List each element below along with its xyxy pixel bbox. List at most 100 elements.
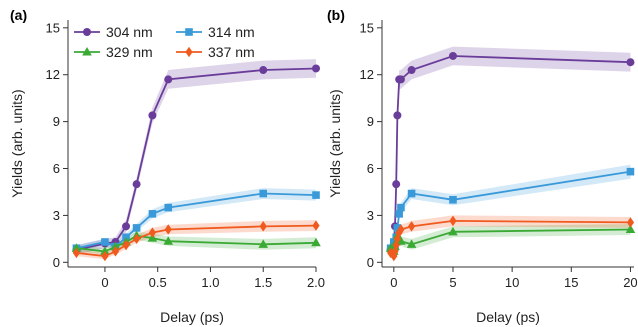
data-point-329-nm bbox=[71, 243, 82, 252]
y-tick-label: 9 bbox=[367, 114, 374, 129]
data-point-337-nm bbox=[132, 233, 141, 245]
data-point-337-nm bbox=[164, 224, 172, 235]
data-point-314-nm bbox=[312, 191, 320, 199]
data-point-337-nm bbox=[72, 247, 81, 259]
data-point-337-nm bbox=[397, 224, 405, 235]
data-point-304-nm bbox=[312, 64, 320, 73]
data-point-337-nm bbox=[122, 239, 130, 251]
y-tick-label: 3 bbox=[53, 208, 60, 223]
panel-b: 0 3 6 9 12 15 0 5 10 15 20 Delay (ps) Yields (arb. u… bbox=[327, 7, 638, 325]
data-point-304-nm bbox=[392, 180, 401, 189]
data-point-337-nm bbox=[259, 221, 267, 232]
x-tick-label: 20 bbox=[623, 275, 637, 290]
series-band-337-nm bbox=[76, 220, 317, 260]
data-point-304-nm bbox=[259, 66, 268, 75]
data-point-314-nm bbox=[393, 224, 402, 232]
y-tick-label: 6 bbox=[53, 161, 60, 176]
legend-marker bbox=[185, 46, 193, 58]
data-point-304-nm bbox=[132, 180, 141, 189]
series-band-337-nm bbox=[390, 215, 631, 260]
legend-marker bbox=[185, 28, 193, 36]
data-point-314-nm bbox=[626, 167, 635, 176]
x-tick-label: 0.5 bbox=[149, 275, 167, 290]
data-point-314-nm bbox=[395, 210, 403, 218]
x-tick-label: 10 bbox=[505, 275, 519, 290]
data-point-337-nm bbox=[449, 215, 457, 227]
data-point-304-nm bbox=[164, 75, 173, 84]
x-tick-label: 0 bbox=[390, 275, 397, 290]
data-point-304-nm bbox=[122, 222, 131, 231]
x-axis-title: Delay (ps) bbox=[160, 309, 224, 325]
data-point-304-nm bbox=[407, 66, 416, 75]
x-tick-label: 2.0 bbox=[307, 275, 325, 290]
y-tick-label: 15 bbox=[46, 20, 60, 35]
x-tick-label: 0 bbox=[101, 275, 108, 290]
y-tick-label: 12 bbox=[360, 67, 374, 82]
data-point-304-nm bbox=[148, 111, 157, 120]
data-point-337-nm bbox=[111, 246, 120, 257]
data-point-314-nm bbox=[407, 189, 416, 198]
legend-label: 314 nm bbox=[208, 24, 255, 40]
legend-marker bbox=[82, 47, 92, 56]
panel-label: (b) bbox=[327, 7, 345, 23]
data-point-314-nm bbox=[164, 203, 173, 212]
data-point-337-nm bbox=[395, 227, 403, 238]
data-point-314-nm bbox=[259, 189, 268, 198]
data-point-329-nm bbox=[258, 239, 269, 248]
data-point-337-nm bbox=[392, 239, 400, 251]
data-point-329-nm bbox=[100, 246, 110, 255]
data-point-329-nm bbox=[163, 236, 174, 245]
y-tick-label: 9 bbox=[53, 114, 60, 129]
y-tick-label: 6 bbox=[367, 161, 374, 176]
data-point-329-nm bbox=[396, 236, 406, 245]
data-point-314-nm bbox=[397, 203, 405, 212]
data-point-304-nm bbox=[396, 75, 405, 84]
x-tick-label: 1.0 bbox=[201, 275, 219, 290]
data-point-314-nm bbox=[449, 195, 457, 204]
data-point-337-nm bbox=[407, 221, 416, 232]
legend: 304 nm 314 nm 329 nm 337 nm bbox=[74, 24, 255, 60]
data-point-329-nm bbox=[448, 226, 458, 236]
x-tick-label: 5 bbox=[449, 275, 456, 290]
data-point-304-nm bbox=[448, 51, 457, 60]
legend-label: 329 nm bbox=[106, 44, 153, 60]
legend-marker bbox=[83, 28, 91, 36]
data-point-337-nm bbox=[148, 227, 157, 238]
data-point-304-nm bbox=[393, 111, 402, 120]
x-tick-label: 15 bbox=[564, 275, 578, 290]
data-point-329-nm bbox=[406, 239, 417, 248]
legend-item: 337 nm bbox=[176, 44, 255, 60]
data-point-337-nm bbox=[312, 220, 320, 231]
y-tick-label: 15 bbox=[360, 20, 374, 35]
data-point-337-nm bbox=[387, 247, 395, 259]
data-point-329-nm bbox=[311, 237, 321, 247]
y-tick-label: 12 bbox=[46, 67, 60, 82]
data-point-337-nm bbox=[101, 250, 109, 262]
legend-label: 304 nm bbox=[106, 24, 153, 40]
y-tick-label: 0 bbox=[53, 255, 60, 270]
data-point-337-nm bbox=[393, 233, 401, 245]
panel-label: (a) bbox=[10, 7, 27, 23]
y-tick-label: 0 bbox=[367, 255, 374, 270]
data-point-337-nm bbox=[626, 217, 635, 228]
panel-a: 0 3 6 9 12 15 0 0.5 1.0 1.5 2.0 Delay (ps) Yields (a… bbox=[9, 7, 325, 325]
y-tick-label: 3 bbox=[367, 208, 374, 223]
data-point-304-nm bbox=[626, 58, 635, 67]
legend-item: 304 nm bbox=[74, 24, 153, 40]
data-point-314-nm bbox=[148, 210, 157, 218]
y-axis-title: Yields (arb. units) bbox=[327, 89, 343, 197]
x-axis-title: Delay (ps) bbox=[476, 309, 540, 325]
data-point-329-nm bbox=[110, 241, 121, 251]
series-band-314-nm bbox=[390, 164, 631, 252]
legend-item: 314 nm bbox=[176, 24, 255, 40]
series-band-304-nm bbox=[390, 46, 631, 255]
legend-label: 337 nm bbox=[208, 44, 255, 60]
x-tick-label: 1.5 bbox=[254, 275, 272, 290]
data-point-314-nm bbox=[132, 224, 141, 232]
data-point-329-nm bbox=[625, 224, 636, 233]
data-point-314-nm bbox=[101, 238, 109, 246]
legend-item: 329 nm bbox=[74, 44, 153, 60]
y-axis-title: Yields (arb. units) bbox=[9, 89, 25, 197]
